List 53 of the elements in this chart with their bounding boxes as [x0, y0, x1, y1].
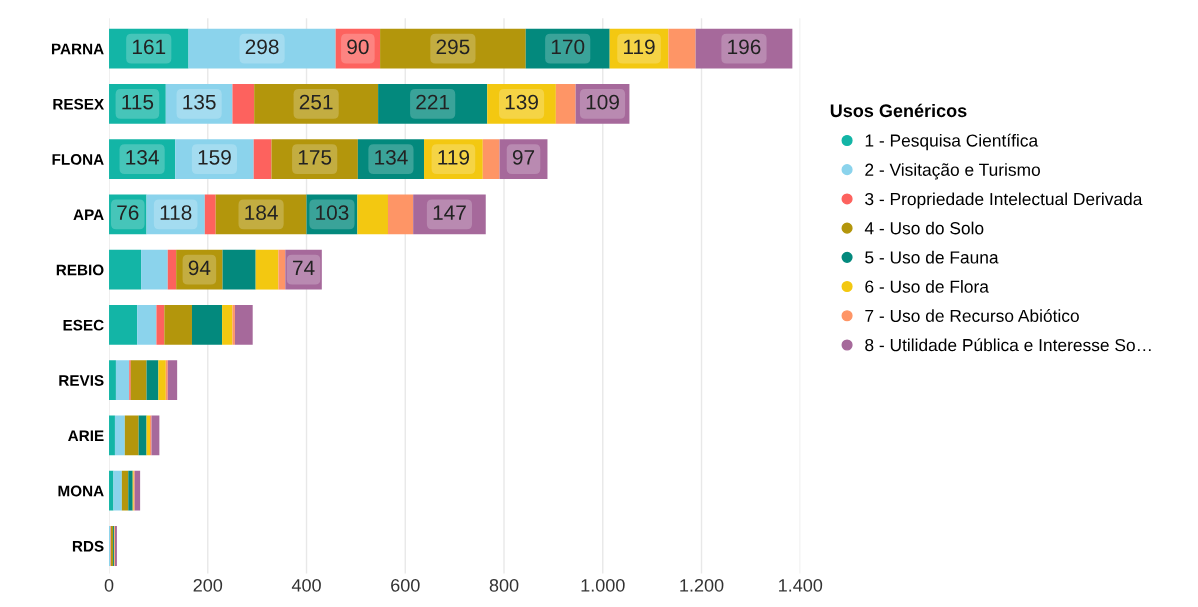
- data-label: 94: [188, 260, 211, 276]
- y-tick-label: PARNA: [51, 43, 104, 55]
- data-label: 119: [438, 149, 470, 165]
- legend-label: 3 - Propriedade Intelectual Derivada: [865, 192, 1143, 209]
- data-label: 115: [122, 94, 154, 110]
- data-label: 74: [293, 260, 315, 276]
- y-tick-label: REVIS: [59, 375, 104, 386]
- data-label: 97: [512, 149, 535, 165]
- data-label: 161: [132, 39, 166, 55]
- y-tick-label: MONA: [58, 485, 104, 497]
- x-tick-label: 800: [489, 578, 519, 592]
- data-label: 251: [299, 94, 333, 110]
- data-label: 103: [316, 205, 349, 220]
- data-label: 119: [624, 39, 655, 55]
- y-tick-label: FLONA: [52, 154, 104, 165]
- data-label: 134: [375, 149, 408, 165]
- legend-label: 4 - Uso do Solo: [864, 221, 984, 235]
- x-tick-label: 600: [391, 578, 420, 592]
- legend-label: 7 - Uso de Recurso Abiótico: [865, 309, 1079, 322]
- x-tick-label: 400: [291, 578, 321, 592]
- y-tick-label: APA: [73, 209, 104, 220]
- legend-label: 6 - Uso de Flora: [865, 280, 989, 293]
- x-tick-label: 1.200: [680, 578, 724, 592]
- y-tick-label: RDS: [72, 540, 104, 552]
- y-tick-label: REBIO: [56, 264, 104, 276]
- x-tick-label: 0: [104, 578, 114, 592]
- y-tick-label: ARIE: [68, 430, 104, 441]
- data-label: 196: [728, 39, 761, 55]
- data-label: 135: [183, 94, 216, 110]
- x-tick-label: 1.000: [581, 578, 625, 592]
- data-label: 170: [551, 39, 585, 55]
- x-tick-label: 200: [193, 578, 223, 592]
- legend-label: 1 - Pesquisa Científica: [865, 133, 1039, 151]
- data-label: 134: [126, 149, 159, 165]
- data-label: 184: [245, 205, 278, 220]
- data-label: 147: [433, 205, 466, 220]
- data-label: 295: [436, 39, 470, 55]
- data-label: 175: [298, 150, 332, 165]
- x-tick-label: 1.400: [779, 578, 823, 592]
- data-label: 159: [198, 149, 231, 165]
- legend-title: Usos Genéricos: [830, 103, 967, 118]
- legend-label: 8 - Utilidade Pública e Interesse So…: [865, 338, 1151, 352]
- data-label: 118: [160, 205, 192, 220]
- data-label: 139: [505, 94, 538, 110]
- data-label: 76: [117, 205, 139, 220]
- data-label: 221: [416, 94, 450, 110]
- legend-label: 2 - Visitação e Turismo: [865, 163, 1040, 180]
- data-label: 109: [586, 94, 619, 110]
- data-label: 90: [347, 39, 369, 55]
- y-tick-label: ESEC: [63, 319, 104, 331]
- data-label: 298: [245, 39, 279, 55]
- y-tick-label: RESEX: [53, 98, 105, 110]
- legend-label: 5 - Uso de Fauna: [865, 250, 999, 264]
